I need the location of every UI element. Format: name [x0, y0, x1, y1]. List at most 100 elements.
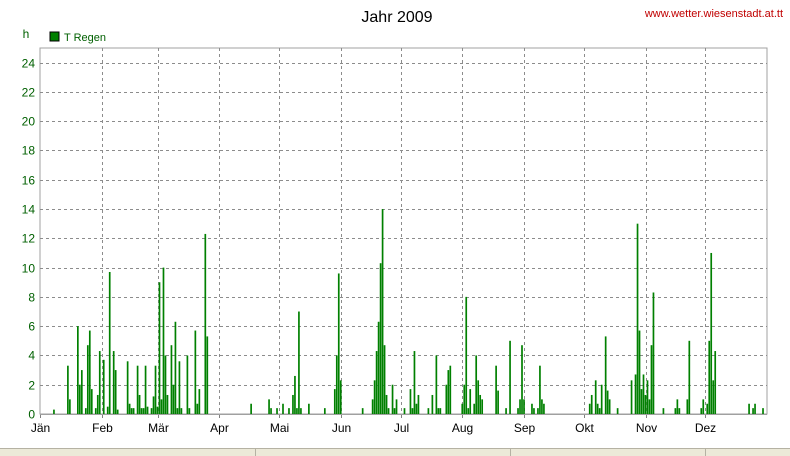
rain-bar: [517, 408, 519, 414]
rain-bar: [439, 408, 442, 414]
rain-bar: [128, 403, 131, 414]
rain-bar: [98, 351, 101, 414]
rain-bar: [288, 408, 290, 414]
rain-bar: [194, 330, 197, 414]
y-tick-label: 4: [28, 349, 35, 363]
rain-bar: [204, 233, 207, 414]
rain-bar: [431, 394, 434, 414]
rain-bar: [300, 408, 302, 414]
rain-bar: [642, 374, 645, 414]
rain-bar: [142, 408, 145, 414]
rain-bar: [702, 399, 705, 414]
rain-bar: [130, 408, 133, 414]
x-tick-label: Dez: [695, 421, 716, 435]
rain-bar: [383, 345, 386, 414]
rain-bar: [409, 389, 412, 414]
rain-bar: [616, 408, 619, 414]
rain-bar: [86, 345, 89, 414]
rain-bar: [481, 399, 484, 414]
rain-bar: [519, 399, 521, 414]
rain-bar: [539, 365, 541, 414]
rain-bar: [590, 394, 593, 414]
rain-bar: [594, 380, 597, 414]
x-tick-label: Mai: [270, 421, 289, 435]
rain-bar: [298, 311, 300, 414]
rain-bar: [250, 403, 252, 414]
rain-bar: [523, 399, 525, 414]
rain-bar: [361, 408, 364, 414]
rain-bar: [138, 394, 141, 414]
rain-bar: [463, 384, 466, 414]
x-tick-label: Jul: [394, 421, 409, 435]
rain-bar: [375, 351, 378, 414]
rain-bar: [479, 394, 482, 414]
rain-bar: [377, 321, 380, 414]
rain-bar: [537, 408, 539, 414]
rain-bar: [136, 365, 139, 414]
rain-bar: [638, 330, 641, 414]
x-tick-label: Aug: [452, 421, 473, 435]
rain-bar: [198, 389, 201, 414]
rain-bar: [88, 330, 91, 414]
rain-bar: [78, 384, 81, 414]
rain-bar: [662, 408, 665, 414]
rain-bar: [461, 403, 464, 414]
rain-bar: [206, 336, 209, 414]
rain-bar: [150, 408, 153, 414]
legend: T Regen: [49, 31, 106, 44]
x-tick-label: Mär: [148, 421, 169, 435]
rain-bar: [475, 355, 478, 414]
rain-bar: [114, 370, 117, 414]
grid: [40, 48, 767, 414]
rain-bar: [640, 389, 643, 414]
rain-bar: [533, 408, 535, 414]
rain-bar: [116, 409, 119, 414]
y-tick-label: 22: [22, 86, 36, 100]
rain-bar: [126, 361, 129, 414]
rain-bar: [108, 271, 111, 414]
rain-bar: [596, 403, 599, 414]
rain-bar: [373, 380, 376, 414]
rain-bar: [604, 336, 607, 414]
rain-bar: [176, 408, 179, 414]
rain-bar: [112, 351, 115, 414]
rain-bar: [600, 384, 603, 414]
y-tick-label: 24: [22, 57, 36, 71]
y-tick-label: 2: [28, 379, 35, 393]
rain-bar: [393, 408, 396, 414]
rain-bar: [477, 380, 480, 414]
rain-bar: [521, 345, 523, 414]
rain-bar: [748, 403, 750, 414]
rain-bar: [333, 389, 336, 414]
rain-bar: [531, 403, 533, 414]
rain-bar: [323, 408, 326, 414]
y-tick-label: 0: [28, 408, 35, 422]
rain-bar: [395, 399, 398, 414]
legend-swatch: [49, 31, 60, 42]
rain-bar: [196, 403, 199, 414]
rain-bar: [447, 370, 450, 414]
rain-bar: [180, 408, 183, 414]
rain-bar: [469, 389, 472, 414]
rain-bar: [634, 374, 637, 414]
x-tick-label: Jän: [31, 421, 50, 435]
y-tick-label: 14: [22, 203, 36, 217]
y-tick-label: 8: [28, 291, 35, 305]
rain-bar: [186, 355, 189, 414]
rain-bar: [132, 408, 135, 414]
rain-bar: [465, 296, 468, 414]
rain-bar: [282, 403, 284, 414]
rain-bar: [385, 394, 388, 414]
rain-bar: [435, 355, 438, 414]
rain-bar: [712, 380, 715, 414]
rain-bar: [752, 408, 754, 414]
rain-bar: [710, 252, 713, 414]
rain-bar: [598, 408, 601, 414]
rain-bar: [700, 408, 703, 414]
source-label: www.wetter.wiesenstadt.at.tt: [644, 8, 783, 20]
rain-bar: [296, 408, 298, 414]
x-tick-label: Feb: [92, 421, 113, 435]
rain-bar: [403, 408, 406, 414]
